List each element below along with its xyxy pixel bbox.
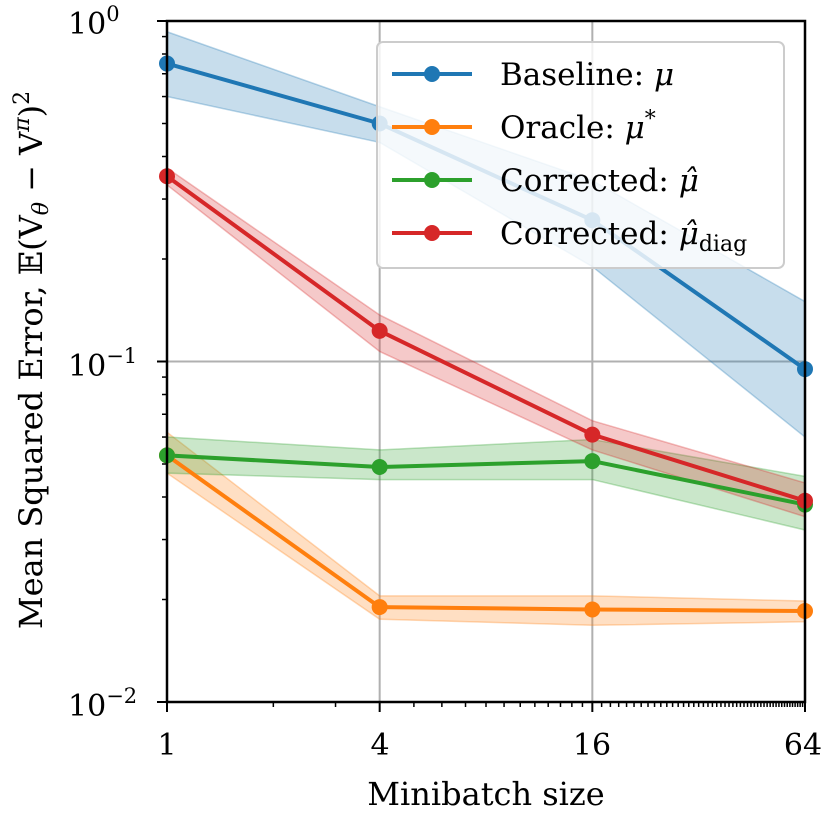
x-tick-label: 1 [157,728,176,763]
data-point [371,599,388,616]
series-line [165,174,806,503]
legend-box [376,41,785,269]
x-tick-label: 64 [784,728,822,763]
y-tick-label: 10−2 [68,684,137,724]
legend-marker [424,119,440,135]
data-point [584,426,601,443]
x-tick-label: 16 [573,728,611,763]
legend-label: Corrected: μ̂diag [500,216,747,257]
x-tick-label: 4 [370,728,389,763]
legend-marker [424,225,440,241]
data-point [371,458,388,475]
y-tick-label: 10−1 [68,344,137,384]
legend-marker [424,66,440,82]
axis-ticks [157,20,806,712]
legend-label: Baseline: μ [500,57,674,93]
y-tick-label: 100 [68,2,120,42]
x-axis-title: Minibatch size [367,775,604,813]
data-point [584,601,601,618]
series-line [166,453,806,507]
data-point [584,453,601,470]
legend-label: Oracle: μ* [500,107,656,146]
y-axis-title: Mean Squared Error, 𝔼(Vθ − Vπ)2 [10,91,54,629]
legend: Baseline: μ Oracle: μ* Corrected: μ̂ Correc… [376,41,785,269]
legend-label: Corrected: μ̂ [500,163,699,199]
data-point [371,322,388,339]
legend-marker [424,172,440,188]
series-line [165,453,806,614]
